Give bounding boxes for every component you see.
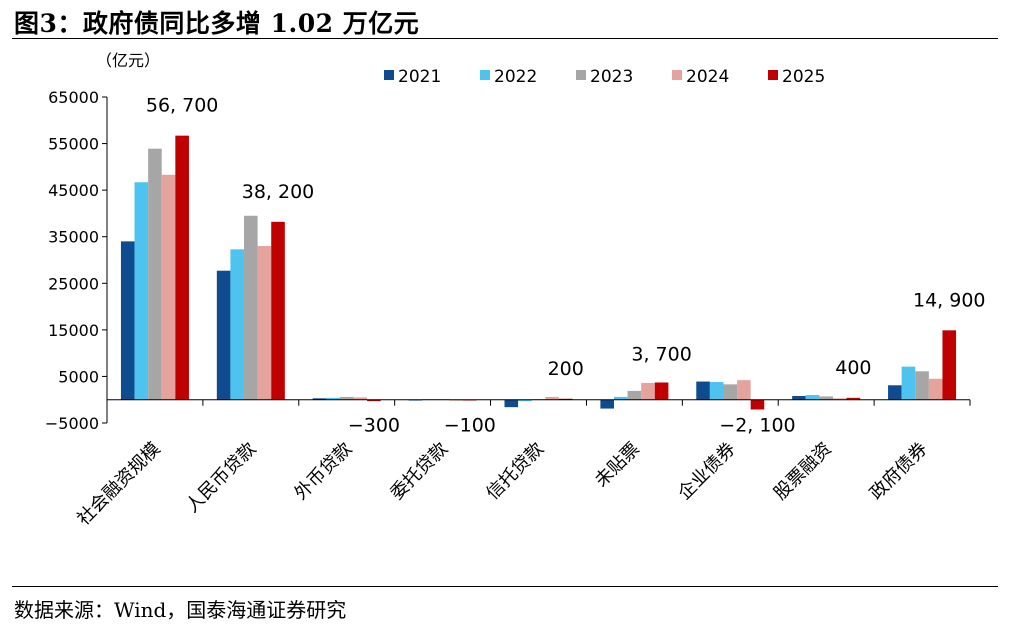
bar-2024 [641,382,655,400]
bar-2022 [230,249,245,400]
bar-2025 [750,399,765,410]
y-tick-label: 5000 [58,367,99,386]
y-tick-label: 25000 [48,274,99,293]
legend-label-2023: 2023 [590,67,633,87]
x-category-label: 政府债券 [866,438,932,504]
bar-2022 [134,182,149,400]
bar-2024 [353,397,368,400]
bar-2021 [792,395,806,400]
bar-2023 [723,384,738,400]
x-axis: 社会融资规模 人民币贷款 外币贷款 委托贷款 信托贷款 未贴票 企业债券 股票融资 政府债券 [73,399,971,530]
y-tick-label: 45000 [48,181,99,200]
data-labels: 56, 700 38, 200 −300 −100 200 3, 700 −2, 100 40… [146,95,986,437]
data-label: 38, 200 [242,181,315,203]
bar-2021 [216,270,231,400]
bar-2021 [888,385,902,400]
bar-2025 [175,135,189,400]
y-tick-label: 55000 [48,135,99,154]
source-note: 数据来源：Wind，国泰海通证券研究 [14,598,347,622]
x-category-label: 社会融资规模 [73,438,164,529]
x-category-label: 股票融资 [770,438,836,504]
x-category-label: 未贴票 [591,438,644,491]
unit-label: （亿元） [96,51,160,70]
bar-2023 [819,396,833,400]
bar-2023 [148,148,162,400]
bar-2025 [846,397,861,400]
bar-2021 [312,398,327,400]
chart-legend: 2021 2022 2023 2024 2025 [384,67,825,87]
y-tick-label: 35000 [48,228,99,247]
legend-swatch-2021 [384,70,394,80]
bar-2021 [120,241,135,400]
source-divider [12,586,998,587]
legend-swatch-2022 [480,70,490,80]
legend-label-2022: 2022 [494,67,537,87]
bar-2021 [600,399,614,409]
bar-2021 [504,399,519,408]
bar-chart: （亿元） 2021 2022 2023 2024 2025 65000 55000 4500… [45,51,986,530]
bar-2024 [928,378,943,400]
bar-2023 [627,390,642,400]
data-label: −2, 100 [719,415,795,437]
bars [120,135,957,410]
bar-2025 [271,221,285,400]
y-axis: 65000 55000 45000 35000 25000 15000 5000 −5000 [45,88,108,433]
bar-2023 [339,396,354,400]
bar-2022 [901,366,916,400]
data-label: 400 [835,357,871,379]
bar-2022 [805,395,820,400]
bar-2024 [161,174,176,400]
x-category-label: 企业债券 [674,438,740,504]
data-label: 56, 700 [146,95,219,117]
bar-2022 [518,399,532,402]
legend-swatch-2024 [672,70,682,80]
legend-label-2025: 2025 [782,67,825,87]
x-category-label: 人民币贷款 [182,438,260,516]
data-label: 200 [548,358,584,380]
y-tick-label: −5000 [45,414,99,433]
x-category-label: 委托贷款 [386,438,452,504]
x-category-label: 信托贷款 [482,438,548,504]
bar-2022 [613,396,628,400]
y-tick-label: 15000 [48,321,99,340]
data-label: 14, 900 [913,289,986,311]
legend-label-2021: 2021 [398,67,441,87]
bar-2024 [737,380,751,400]
page-title: 图3：政府债同比多增 1.02 万亿元 [14,9,420,38]
bar-2025 [367,399,381,402]
bar-2021 [696,381,710,400]
bar-2024 [832,398,847,400]
legend-label-2024: 2024 [686,67,729,87]
legend-swatch-2023 [576,70,586,80]
bar-2024 [545,396,559,400]
bar-2025 [654,382,669,400]
data-label: −300 [348,415,400,437]
bar-2023 [244,215,258,400]
data-label: −100 [444,415,496,437]
y-tick-label: 65000 [48,88,99,107]
bar-2022 [709,382,724,400]
data-label: 3, 700 [631,343,691,365]
legend-swatch-2025 [768,70,778,80]
x-category-label: 外币贷款 [290,438,356,504]
title-divider [12,38,998,39]
bar-2025 [942,330,957,400]
bar-2024 [257,246,272,400]
bar-2022 [326,397,340,400]
bar-2023 [915,371,929,400]
